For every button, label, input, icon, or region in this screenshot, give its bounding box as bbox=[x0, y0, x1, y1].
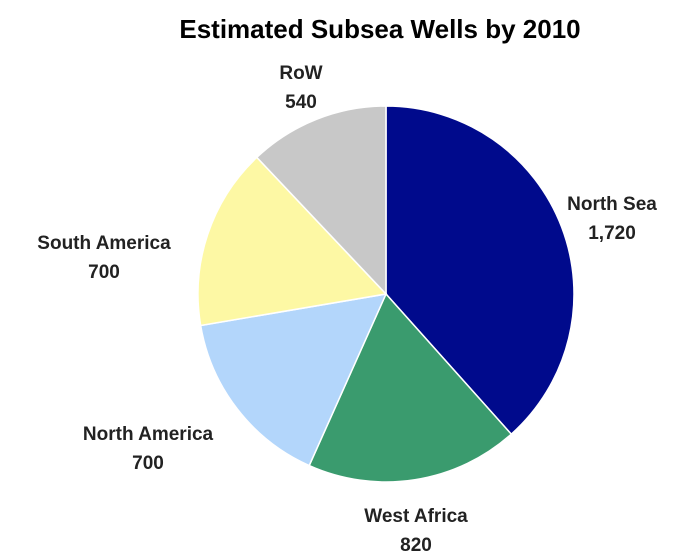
slice-value-north-america: 700 bbox=[132, 453, 164, 474]
slice-label-row: RoW bbox=[279, 63, 322, 84]
pie-slice-north-america bbox=[199, 293, 388, 467]
slice-label-north-america: North America bbox=[83, 424, 214, 445]
slice-labels: North Sea 1,720 West Africa 820 North Americ… bbox=[37, 63, 657, 553]
slice-value-south-america: 700 bbox=[88, 262, 120, 283]
slice-label-west-africa: West Africa bbox=[364, 506, 468, 527]
slice-label-north-sea: North Sea bbox=[567, 194, 657, 215]
pie-slice-north-sea bbox=[385, 105, 575, 436]
slice-value-row: 540 bbox=[285, 92, 317, 113]
pie-slice-west-africa bbox=[308, 292, 513, 483]
pie-slice-south-america bbox=[197, 156, 388, 327]
chart-title: Estimated Subsea Wells by 2010 bbox=[179, 14, 580, 44]
slice-value-west-africa: 820 bbox=[400, 535, 432, 553]
slice-label-south-america: South America bbox=[37, 233, 171, 254]
pie-slices bbox=[197, 105, 575, 483]
slice-value-north-sea: 1,720 bbox=[588, 223, 636, 244]
pie-slice-row bbox=[255, 105, 387, 296]
